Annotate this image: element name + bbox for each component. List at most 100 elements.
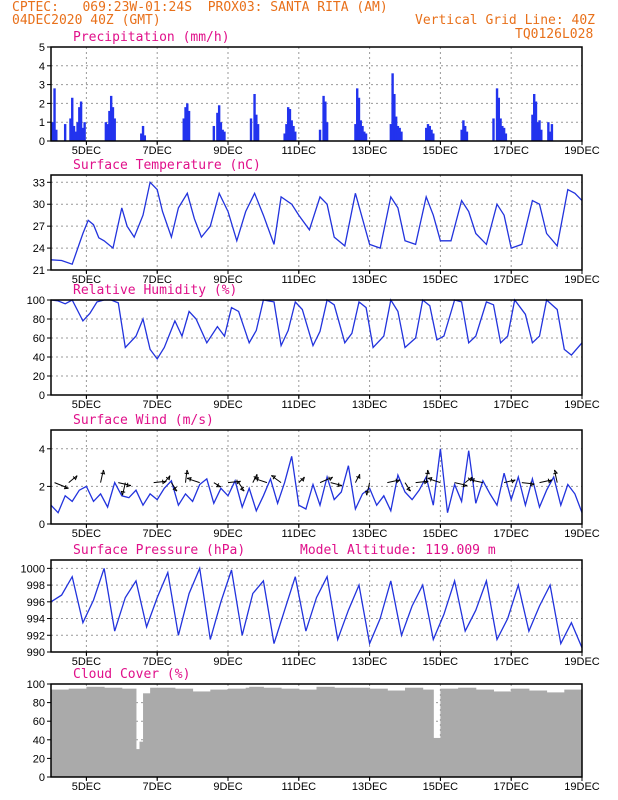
wind-arrow-head [547, 478, 553, 484]
x-tick-label: 13DEC [352, 399, 388, 411]
panel-3: 0 2 4 5DEC 7DEC 9DEC 11DEC 13DEC 15DEC 17DEC 19DEC… [39, 413, 600, 540]
y-tick-label: 2 [39, 98, 45, 110]
cloud-bar [281, 688, 300, 777]
wind-arrow-head [553, 469, 559, 475]
wind-arrow [122, 482, 126, 496]
x-tick-label: 7DEC [143, 528, 172, 540]
x-tick-label: 7DEC [143, 145, 172, 157]
wind-arrow [454, 482, 468, 486]
wind-arrow-head [328, 476, 334, 482]
wind-arrow [238, 482, 245, 492]
wind-arrow-head [462, 482, 468, 488]
wind-arrow-head [184, 469, 190, 475]
y-tick-label: 0 [39, 519, 45, 531]
x-tick-label: 9DEC [213, 781, 242, 793]
x-tick-label: 17DEC [493, 399, 529, 411]
cloud-bar [86, 686, 105, 777]
y-tick-label: 60 [33, 333, 45, 345]
x-tick-label: 17DEC [493, 528, 529, 540]
precip-bar [550, 124, 554, 141]
wind-arrow-head [356, 474, 361, 480]
y-tick-label: 30 [33, 199, 45, 211]
precip-bar [531, 114, 534, 141]
cloud-bar [493, 691, 512, 777]
wind-arrow-head [165, 475, 171, 481]
wind-arrow-head [172, 486, 178, 492]
precip-bar [497, 97, 501, 141]
x-tick-label: 15DEC [423, 781, 459, 793]
wind-arrow [425, 469, 429, 483]
cloud-bar [433, 737, 441, 777]
x-tick-label: 13DEC [352, 781, 388, 793]
precip-bar [538, 120, 541, 141]
y-tick-label: 60 [33, 716, 45, 728]
wind-arrow-head [187, 477, 192, 482]
precip-bar [71, 97, 74, 141]
wind-arrow [213, 482, 222, 488]
x-tick-label: 11DEC [281, 145, 316, 157]
cloud-bar [228, 688, 247, 777]
precip-bar [463, 125, 467, 141]
panel-frame [50, 559, 583, 653]
cloud-bar [51, 689, 70, 777]
cloud-bar [245, 687, 250, 777]
wind-arrow-head [63, 485, 69, 490]
x-tick-label: 17DEC [493, 781, 529, 793]
x-tick-label: 19DEC [564, 274, 600, 286]
header-line-1: CPTEC: 069:23W-01:24S PROX03: SANTA RITA… [12, 1, 388, 15]
precip-bar [255, 114, 258, 141]
x-tick-label: 13DEC [352, 528, 388, 540]
y-tick-label: 3 [39, 80, 45, 92]
x-tick-label: 15DEC [423, 656, 459, 668]
precip-bar [83, 122, 86, 141]
precip-bar [219, 122, 223, 141]
wind-arrow-head [364, 490, 370, 496]
precip-bar [72, 125, 76, 141]
x-tick-label: 19DEC [564, 145, 600, 157]
y-tick-label: 0 [39, 772, 45, 784]
wind-arrow-head [530, 481, 535, 487]
precip-bar [533, 94, 536, 141]
precip-bar [356, 88, 359, 141]
precip-bar [283, 133, 286, 141]
precip-bar [78, 107, 81, 141]
precip-bar [288, 109, 292, 141]
wind-arrow [186, 477, 200, 484]
y-tick-label: 20 [33, 371, 45, 383]
precip-bar [318, 129, 322, 141]
wind-arrow [366, 482, 371, 496]
x-tick-label: 5DEC [72, 399, 101, 411]
cloud-bar [263, 687, 282, 777]
panel-5: 0 20 40 60 80 100 5DEC 7DEC 9DEC 11DEC 13DEC 15DEC 1… [27, 667, 600, 793]
header-location: PROX03: SANTA RITA (AM) [207, 0, 388, 15]
header-grid-note: Vertical Grid Line: 40Z [415, 13, 596, 28]
wind-arrow [185, 469, 188, 483]
precip-bar [495, 88, 499, 141]
precip-bar [253, 94, 256, 141]
panel-frame [50, 46, 583, 142]
x-tick-label: 7DEC [143, 399, 172, 411]
precip-bar [322, 95, 325, 141]
y-tick-label: 996 [27, 597, 45, 609]
precip-bar [354, 124, 357, 141]
panel-title: Surface Temperature (nC) [73, 158, 261, 173]
y-tick-label: 24 [33, 243, 45, 255]
y-tick-label: 5 [39, 42, 45, 54]
cloud-bar [369, 688, 388, 777]
precip-bar [361, 125, 364, 141]
y-tick-label: 2 [39, 481, 45, 493]
panel-title: Surface Wind (m/s) [73, 413, 214, 428]
x-tick-label: 11DEC [281, 528, 316, 540]
x-tick-label: 5DEC [72, 145, 101, 157]
wind-arrow-head [236, 479, 241, 485]
x-tick-label: 19DEC [564, 781, 600, 793]
cloud-bar [564, 689, 583, 777]
precip-bar [51, 122, 54, 141]
cloud-bar [405, 687, 424, 777]
wind-arrow-head [100, 469, 106, 475]
precip-bar [212, 125, 216, 141]
y-tick-label: 1000 [21, 563, 45, 575]
precip-bar [400, 131, 403, 141]
precip-bar [249, 118, 253, 141]
precip-bar [502, 127, 506, 141]
